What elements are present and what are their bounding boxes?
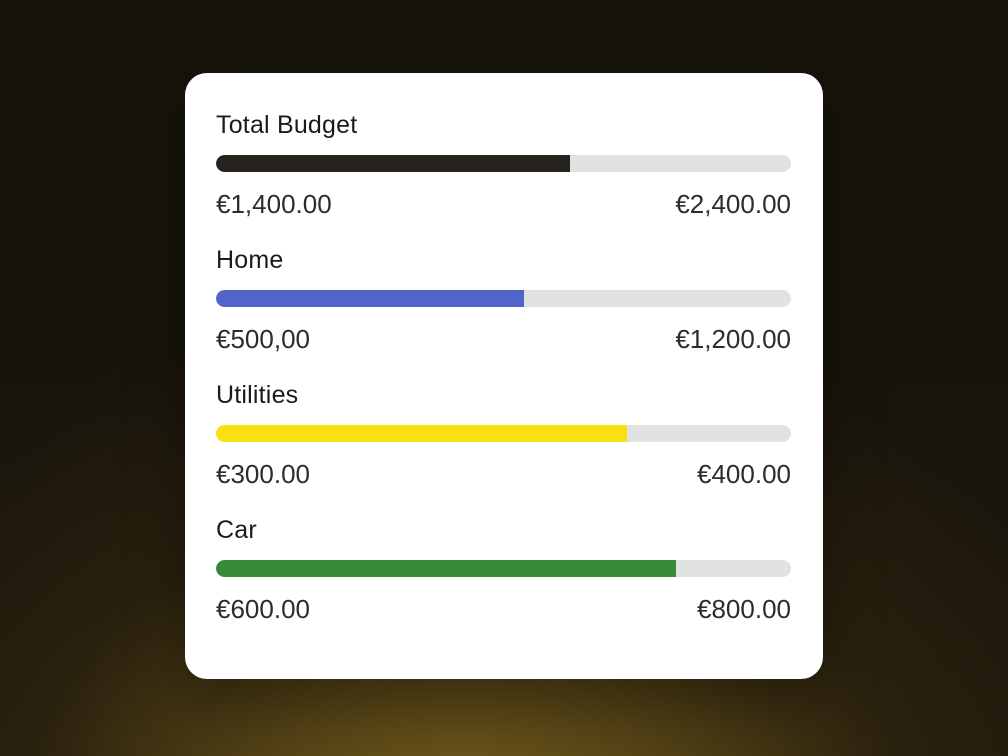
budget-category-label: Total Budget (216, 111, 358, 139)
budget-values-row: €300.00 €400.00 (216, 457, 791, 492)
budget-category-label: Car (216, 516, 257, 544)
spent-amount: €500,00 (216, 324, 310, 354)
progress-bar-track (216, 425, 791, 442)
progress-fill (216, 560, 676, 577)
budget-row: Utilities €300.00 €400.00 (216, 378, 791, 492)
spent-amount: €600.00 (216, 594, 310, 624)
budget-card: Total Budget €1,400.00 €2,400.00 Home €5… (185, 73, 823, 679)
budget-row: Home €500,00 €1,200.00 (216, 243, 791, 357)
progress-fill (216, 155, 570, 172)
budget-values-row: €500,00 €1,200.00 (216, 322, 791, 357)
budget-row: Car €600.00 €800.00 (216, 513, 791, 627)
budget-category-label: Home (216, 246, 284, 274)
budget-category-label: Utilities (216, 381, 299, 409)
budget-amount: €2,400.00 (675, 189, 791, 219)
budget-amount: €400.00 (697, 459, 791, 489)
progress-bar-track (216, 560, 791, 577)
progress-bar-track (216, 290, 791, 307)
progress-fill (216, 425, 628, 442)
spent-amount: €1,400.00 (216, 189, 332, 219)
budget-list: Total Budget €1,400.00 €2,400.00 Home €5… (216, 108, 791, 627)
budget-amount: €1,200.00 (675, 324, 791, 354)
progress-fill (216, 290, 524, 307)
spent-amount: €300.00 (216, 459, 310, 489)
budget-amount: €800.00 (697, 594, 791, 624)
progress-bar-track (216, 155, 791, 172)
budget-row: Total Budget €1,400.00 €2,400.00 (216, 108, 791, 222)
budget-values-row: €600.00 €800.00 (216, 592, 791, 627)
budget-values-row: €1,400.00 €2,400.00 (216, 187, 791, 222)
